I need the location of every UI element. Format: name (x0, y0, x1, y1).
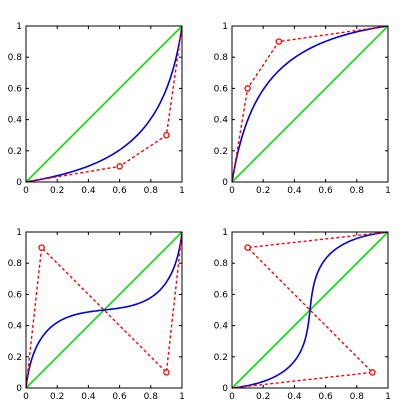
y-tick-label: 0.4 (8, 116, 23, 126)
y-tick-label: 1 (16, 228, 22, 238)
y-tick-label: 0.4 (214, 322, 229, 332)
identity-line (26, 26, 182, 182)
x-tick-label: 0.4 (81, 186, 96, 196)
control-polygon (25, 25, 183, 183)
y-tick-label: 0.2 (8, 147, 22, 157)
x-tick-label: 0.4 (287, 392, 302, 402)
control-point-marker (116, 163, 123, 170)
y-tick-label: 0 (16, 178, 22, 188)
plot-area (26, 232, 182, 388)
x-tick-label: 0 (229, 186, 235, 196)
y-tick-label: 0.2 (214, 147, 228, 157)
identity-line (232, 26, 388, 182)
panel-4: 0 0.2 0.4 0.6 0.8 1 0 0.2 0.4 0.6 0.8 1 (214, 228, 391, 402)
panel-3: 0 0.2 0.4 0.6 0.8 1 0 0.2 0.4 0.6 0.8 1 (8, 228, 185, 402)
control-point-marker (244, 244, 251, 251)
x-tick-label: 0.8 (350, 186, 365, 196)
x-tick-label: 0.8 (144, 392, 159, 402)
control-polygon (231, 25, 389, 183)
y-tick-label: 0.8 (214, 259, 229, 269)
x-tick-label: 0.4 (287, 186, 302, 196)
plot-area (232, 232, 388, 388)
bezier-curve (232, 232, 388, 388)
y-tick-label: 0.2 (8, 353, 22, 363)
bezier-curve (26, 232, 182, 388)
x-tick-label: 0.2 (50, 392, 64, 402)
x-tick-label: 0.2 (256, 392, 270, 402)
control-point-marker (244, 85, 251, 92)
y-tick-label: 1 (16, 22, 22, 32)
x-tick-label: 0.6 (318, 392, 333, 402)
y-tick-label: 0.6 (8, 290, 23, 300)
x-tick-label: 1 (385, 186, 391, 196)
x-tick-label: 0 (229, 392, 235, 402)
y-tick-label: 0.2 (214, 353, 228, 363)
y-tick-label: 0 (16, 384, 22, 394)
y-tick-label: 0 (222, 384, 228, 394)
y-tick-label: 0.6 (8, 84, 23, 94)
x-tick-label: 0.6 (318, 186, 333, 196)
panel-2: 0 0.2 0.4 0.6 0.8 1 0 0.2 0.4 0.6 0.8 1 (214, 22, 391, 196)
y-tick-label: 1 (222, 228, 228, 238)
x-tick-label: 0 (23, 186, 29, 196)
axes-frame (25, 231, 183, 389)
plot-area (26, 26, 182, 182)
x-tick-label: 1 (179, 186, 185, 196)
y-tick-label: 0 (222, 178, 228, 188)
x-tick-label: 0.6 (112, 392, 127, 402)
x-tick-label: 0.6 (112, 186, 127, 196)
x-tick-label: 1 (179, 392, 185, 402)
y-tick-label: 0.8 (8, 259, 23, 269)
y-tick-label: 1 (222, 22, 228, 32)
y-tick-label: 0.6 (214, 290, 229, 300)
y-tick-label: 0.8 (8, 53, 23, 63)
bezier-curve (232, 26, 388, 182)
x-tick-label: 1 (385, 392, 391, 402)
x-tick-label: 0.4 (81, 392, 96, 402)
y-tick-label: 0.8 (214, 53, 229, 63)
x-tick-label: 0 (23, 392, 29, 402)
x-tick-label: 0.8 (144, 186, 159, 196)
y-tick-label: 0.4 (214, 116, 229, 126)
control-point-marker (163, 131, 170, 139)
axes-frame (25, 25, 183, 183)
control-point-marker (38, 244, 45, 251)
x-tick-label: 0.2 (50, 186, 64, 196)
control-point-marker (275, 38, 283, 45)
x-tick-label: 0.2 (256, 186, 270, 196)
axes-frame (231, 231, 389, 389)
x-tick-label: 0.8 (350, 392, 365, 402)
bezier-curve (26, 26, 182, 182)
y-tick-label: 0.4 (8, 322, 23, 332)
panel-1: 0 0.2 0.4 0.6 0.8 1 0 0.2 0.4 0.6 0.8 1 (8, 22, 185, 196)
axes-frame (231, 25, 389, 183)
plot-area (232, 26, 388, 182)
control-point-marker (163, 369, 170, 376)
y-tick-label: 0.6 (214, 84, 229, 94)
control-point-marker (369, 369, 376, 376)
